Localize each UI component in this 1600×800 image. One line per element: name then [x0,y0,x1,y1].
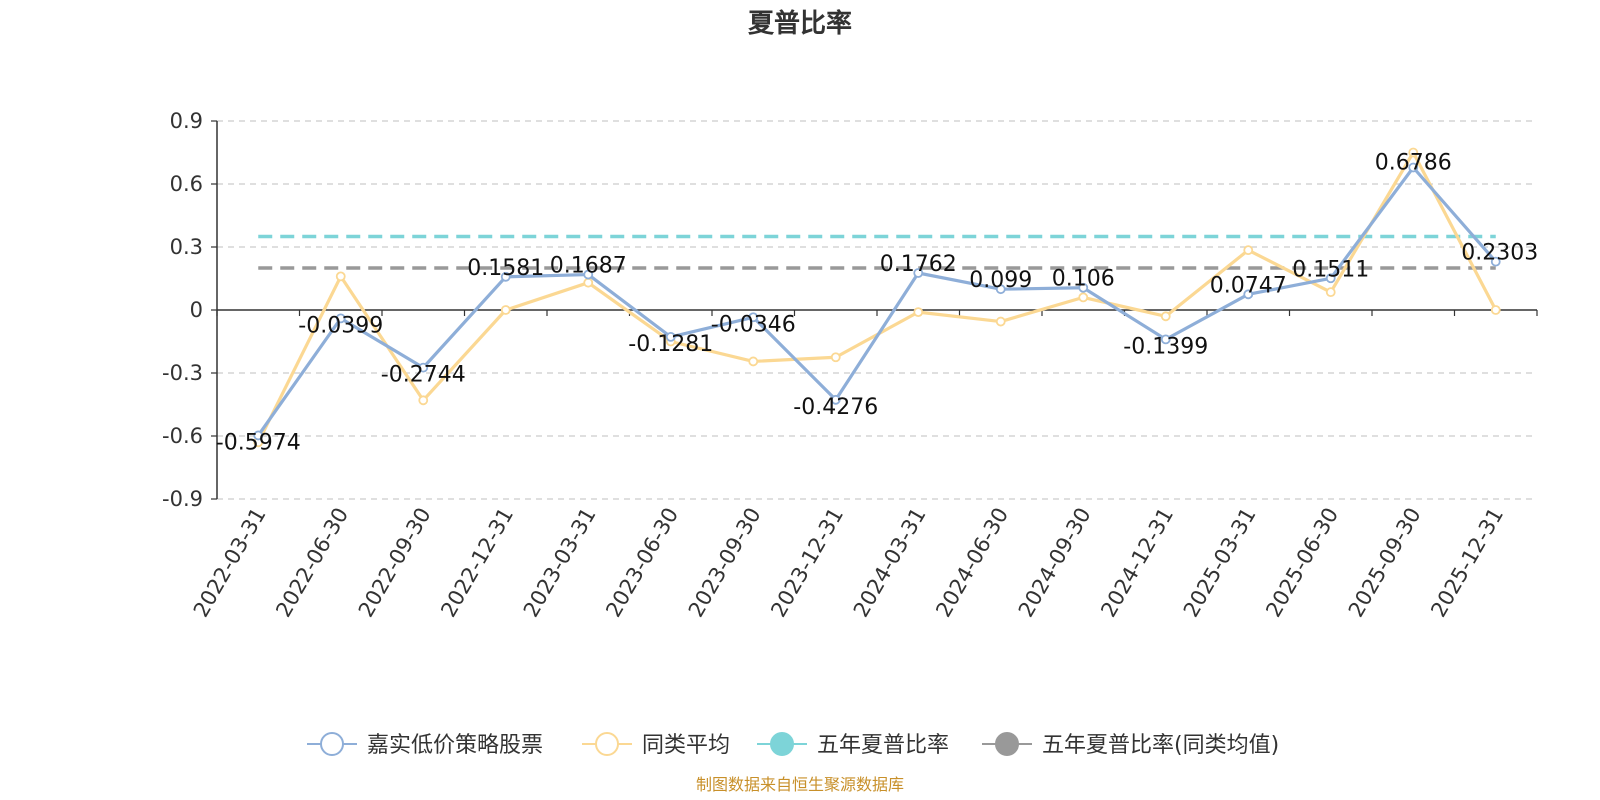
legend-marker [995,732,1019,756]
data-label: 0.1511 [1292,257,1369,282]
legend[interactable]: 嘉实低价策略股票 同类平均 五年夏普比率 五年夏普比率(同类均值) [307,732,1279,758]
series-point [1243,289,1254,300]
x-tick-label: 2023-06-30 [601,504,683,622]
x-tick-label: 2022-06-30 [271,504,353,622]
legend-label: 五年夏普比率(同类均值) [1042,733,1279,758]
legend-label: 同类平均 [642,733,730,758]
data-label: -0.0346 [711,312,796,337]
x-tick-label: 2023-12-31 [766,504,848,622]
series-point [500,305,511,315]
series-point [1490,256,1501,267]
x-tick-label: 2023-03-31 [519,504,601,622]
series-point [1078,292,1089,303]
legend-marker [320,732,344,756]
series-point [1160,334,1171,345]
x-tick-label: 2022-09-30 [354,504,436,622]
source-note: 制图数据来自恒生聚源数据库 [696,775,904,794]
x-tick-label: 2025-06-30 [1261,504,1343,622]
series-point [583,277,594,288]
y-tick-label: -0.3 [162,361,203,385]
x-tick-label: 2022-03-31 [189,504,271,622]
legend-item[interactable]: 五年夏普比率(同类均值) [982,732,1279,758]
series-point [1408,147,1419,158]
series-point [830,352,841,363]
series-point [913,268,924,278]
y-tick-label: -0.6 [162,424,203,448]
legend-label: 嘉实低价策略股票 [367,733,543,758]
data-label: -0.1281 [628,332,713,357]
data-label: 0.106 [1052,267,1115,292]
legend-marker [595,732,619,756]
y-tick-label: 0 [190,298,203,322]
x-tick-label: 2024-12-31 [1096,504,1178,622]
series-point [418,395,429,406]
legend-item[interactable]: 嘉实低价策略股票 [307,732,543,758]
legend-item[interactable]: 五年夏普比率 [757,732,949,758]
legend-marker [770,732,794,756]
series-point [1490,305,1501,315]
series-line [256,165,1497,437]
series-point [583,269,594,280]
data-label: 0.099 [969,268,1032,293]
x-tick-label: 2024-06-30 [931,504,1013,622]
y-tick-label: 0.3 [170,235,203,259]
series-point [665,332,676,342]
data-label: 0.2303 [1461,241,1538,266]
x-tick-label: 2025-09-30 [1344,504,1426,622]
data-label: 0.1762 [880,252,957,277]
data-label: 0.1687 [550,254,627,279]
series-point [1078,282,1089,293]
series-point [748,312,759,323]
series-point [1325,273,1336,284]
y-tick-label: 0.9 [170,109,203,133]
x-tick-label: 2024-03-31 [849,504,931,622]
reference-lines [258,234,1496,270]
series-point [830,394,841,405]
series-point [418,362,429,373]
series-point [995,284,1006,295]
data-label: 0.1581 [467,256,544,281]
data-label: -0.5974 [216,430,301,455]
data-label: -0.0399 [298,313,383,338]
data-label: 0.0747 [1210,273,1287,298]
series-point [500,271,511,282]
y-tick-label: -0.9 [162,487,203,511]
series-point [1243,245,1254,256]
x-tick-label: 2023-09-30 [684,504,766,622]
x-tick-label: 2024-09-30 [1014,504,1096,622]
axes: -0.9 -0.6 -0.3 0 0.3 0.6 0.9 2022-03-31 2022-06-… [162,109,1538,622]
x-tick-label: 2025-12-31 [1426,504,1508,622]
series-point [1408,162,1419,173]
data-labels: -0.5974 -0.0399 -0.2744 0.1581 0.1687 -0.1281… [216,150,1538,455]
series-lines [253,147,1501,448]
data-label: -0.1399 [1123,334,1208,359]
series-point [995,316,1006,327]
series-point [335,271,346,282]
y-tick-label: 0.6 [170,172,203,196]
data-label: -0.4276 [793,395,878,420]
series-point [1325,287,1336,298]
series-point [335,313,346,324]
x-tick-label: 2025-03-31 [1179,504,1261,622]
series-point [1160,311,1171,322]
chart-title: 夏普比率 [748,8,852,39]
series-point [913,307,924,318]
x-tick-label: 2022-12-31 [436,504,518,622]
legend-item[interactable]: 同类平均 [582,732,730,758]
grid-lines [217,120,1537,500]
data-label: -0.2744 [381,363,466,388]
series-point [253,430,264,441]
series-point [748,356,759,367]
data-label: 0.6786 [1375,150,1452,175]
legend-label: 五年夏普比率 [817,733,949,758]
